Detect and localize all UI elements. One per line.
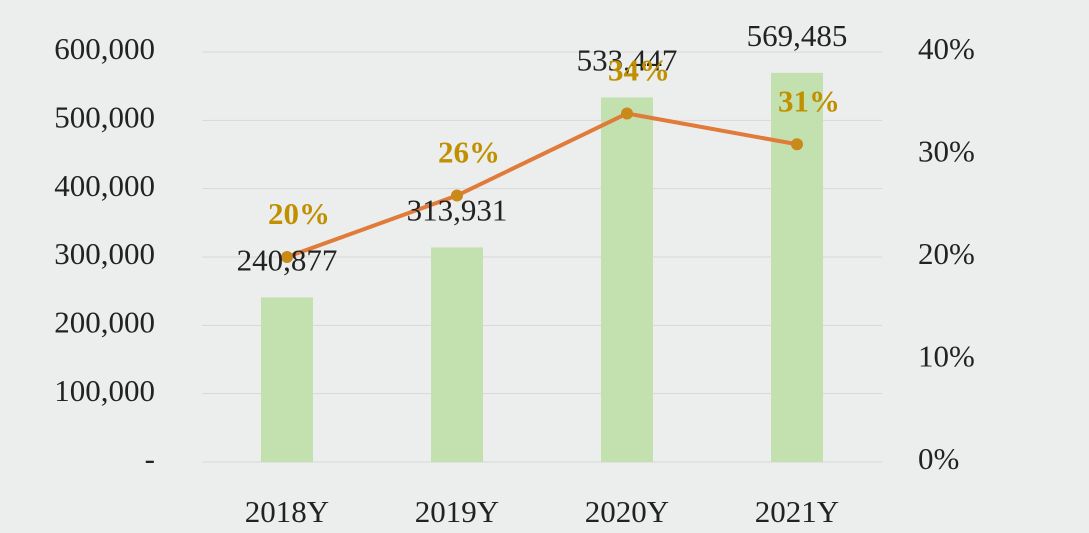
value-label: 31% <box>778 83 840 118</box>
value-label: 533,447 <box>577 43 678 78</box>
value-label: 20% <box>268 196 330 231</box>
y-tick-label: 300,000 <box>54 236 155 271</box>
bar <box>771 72 823 462</box>
x-tick-label: 2018Y <box>245 494 329 529</box>
bar <box>261 297 313 462</box>
x-tick-label: 2019Y <box>415 494 499 529</box>
y2-tick-label: 30% <box>918 134 975 169</box>
y2-tick-label: 40% <box>918 31 975 66</box>
value-label: 240,877 <box>237 243 338 278</box>
bar <box>601 97 653 463</box>
y-tick-label: - <box>145 441 155 476</box>
y2-tick-label: 20% <box>918 236 975 271</box>
y-tick-label: 100,000 <box>54 373 155 408</box>
marker <box>281 251 293 263</box>
value-label: 34% <box>608 53 670 88</box>
y-tick-label: 200,000 <box>54 304 155 339</box>
y2-tick-label: 10% <box>918 339 975 374</box>
value-label: 26% <box>438 135 500 170</box>
x-tick-label: 2020Y <box>585 494 669 529</box>
value-label: 569,485 <box>747 18 848 53</box>
y2-tick-label: 0% <box>918 441 959 476</box>
marker <box>451 189 463 202</box>
marker <box>621 107 633 120</box>
y-tick-label: 500,000 <box>54 99 155 134</box>
value-label: 313,931 <box>407 193 508 228</box>
y-tick-label: 600,000 <box>54 31 155 66</box>
y-tick-label: 400,000 <box>54 168 155 203</box>
marker <box>791 138 803 151</box>
line <box>286 111 798 259</box>
x-tick-label: 2021Y <box>755 494 839 529</box>
bar <box>431 247 483 462</box>
